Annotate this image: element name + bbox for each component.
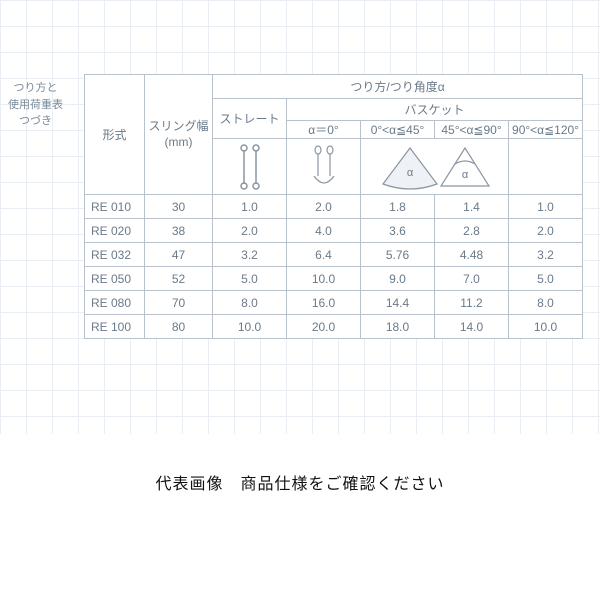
table-row: RE 050 52 5.0 10.0 9.0 7.0 5.0 bbox=[85, 267, 583, 291]
cell-value: 4.0 bbox=[287, 219, 361, 243]
header-basket: バスケット bbox=[287, 99, 583, 121]
cell-value: 10.0 bbox=[213, 315, 287, 339]
header-sling-width-l2: (mm) bbox=[165, 135, 193, 149]
icon-straight-sling bbox=[213, 139, 287, 195]
header-alpha-45: 0°<α≦45° bbox=[361, 121, 435, 139]
cell-model: RE 080 bbox=[85, 291, 145, 315]
svg-text:α: α bbox=[406, 167, 413, 179]
table-row: RE 020 38 2.0 4.0 3.6 2.8 2.0 bbox=[85, 219, 583, 243]
icon-basket-0 bbox=[287, 139, 361, 195]
header-method-angle: つり方/つり角度α bbox=[213, 75, 583, 99]
cell-model: RE 100 bbox=[85, 315, 145, 339]
cell-value: 5.0 bbox=[213, 267, 287, 291]
cell-value: 14.4 bbox=[361, 291, 435, 315]
cell-value: 16.0 bbox=[287, 291, 361, 315]
cell-value: 1.0 bbox=[509, 195, 583, 219]
header-straight: ストレート bbox=[213, 99, 287, 139]
cell-value: 1.8 bbox=[361, 195, 435, 219]
svg-text:α: α bbox=[461, 169, 468, 181]
side-label-line: つり方と bbox=[14, 82, 58, 94]
cell-value: 18.0 bbox=[361, 315, 435, 339]
cell-value: 2.8 bbox=[435, 219, 509, 243]
cell-value: 8.0 bbox=[213, 291, 287, 315]
load-table: 形式 スリング幅 (mm) つり方/つり角度α ストレート バスケット α＝0°… bbox=[84, 74, 583, 339]
cell-value: 2.0 bbox=[287, 195, 361, 219]
header-alpha-90: 45°<α≦90° bbox=[435, 121, 509, 139]
table-row: RE 032 47 3.2 6.4 5.76 4.48 3.2 bbox=[85, 243, 583, 267]
cell-value: 9.0 bbox=[361, 267, 435, 291]
cell-value: 1.0 bbox=[213, 195, 287, 219]
cell-width: 70 bbox=[145, 291, 213, 315]
table-body: RE 010 30 1.0 2.0 1.8 1.4 1.0 RE 020 38 … bbox=[85, 195, 583, 339]
cell-value: 2.0 bbox=[509, 219, 583, 243]
cell-value: 4.48 bbox=[435, 243, 509, 267]
header-alpha-0: α＝0° bbox=[287, 121, 361, 139]
cell-value: 11.2 bbox=[435, 291, 509, 315]
cell-value: 10.0 bbox=[287, 267, 361, 291]
cell-value: 3.6 bbox=[361, 219, 435, 243]
cell-model: RE 010 bbox=[85, 195, 145, 219]
side-label: つり方と 使用荷重表 つづき bbox=[8, 80, 63, 130]
cell-width: 80 bbox=[145, 315, 213, 339]
cell-width: 38 bbox=[145, 219, 213, 243]
cell-model: RE 032 bbox=[85, 243, 145, 267]
header-sling-width: スリング幅 (mm) bbox=[145, 75, 213, 195]
cell-value: 8.0 bbox=[509, 291, 583, 315]
cell-width: 47 bbox=[145, 243, 213, 267]
side-label-line: つづき bbox=[19, 115, 52, 127]
cell-width: 52 bbox=[145, 267, 213, 291]
cell-value: 2.0 bbox=[213, 219, 287, 243]
icon-basket-120 bbox=[509, 139, 583, 195]
cell-value: 6.4 bbox=[287, 243, 361, 267]
header-model: 形式 bbox=[85, 75, 145, 195]
cell-value: 10.0 bbox=[509, 315, 583, 339]
header-alpha-120: 90°<α≦120° bbox=[509, 121, 583, 139]
cell-value: 3.2 bbox=[509, 243, 583, 267]
cell-value: 1.4 bbox=[435, 195, 509, 219]
cell-model: RE 020 bbox=[85, 219, 145, 243]
side-label-line: 使用荷重表 bbox=[8, 99, 63, 111]
cell-width: 30 bbox=[145, 195, 213, 219]
cell-value: 20.0 bbox=[287, 315, 361, 339]
caption-text: 代表画像 商品仕様をご確認ください bbox=[0, 470, 600, 494]
cell-value: 14.0 bbox=[435, 315, 509, 339]
cell-value: 5.76 bbox=[361, 243, 435, 267]
cell-value: 5.0 bbox=[509, 267, 583, 291]
table-row: RE 100 80 10.0 20.0 18.0 14.0 10.0 bbox=[85, 315, 583, 339]
cell-model: RE 050 bbox=[85, 267, 145, 291]
table-row: RE 010 30 1.0 2.0 1.8 1.4 1.0 bbox=[85, 195, 583, 219]
cell-value: 3.2 bbox=[213, 243, 287, 267]
cell-value: 7.0 bbox=[435, 267, 509, 291]
icon-basket-angle-pair: α α bbox=[361, 139, 509, 195]
table-row: RE 080 70 8.0 16.0 14.4 11.2 8.0 bbox=[85, 291, 583, 315]
header-sling-width-l1: スリング幅 bbox=[148, 119, 208, 133]
